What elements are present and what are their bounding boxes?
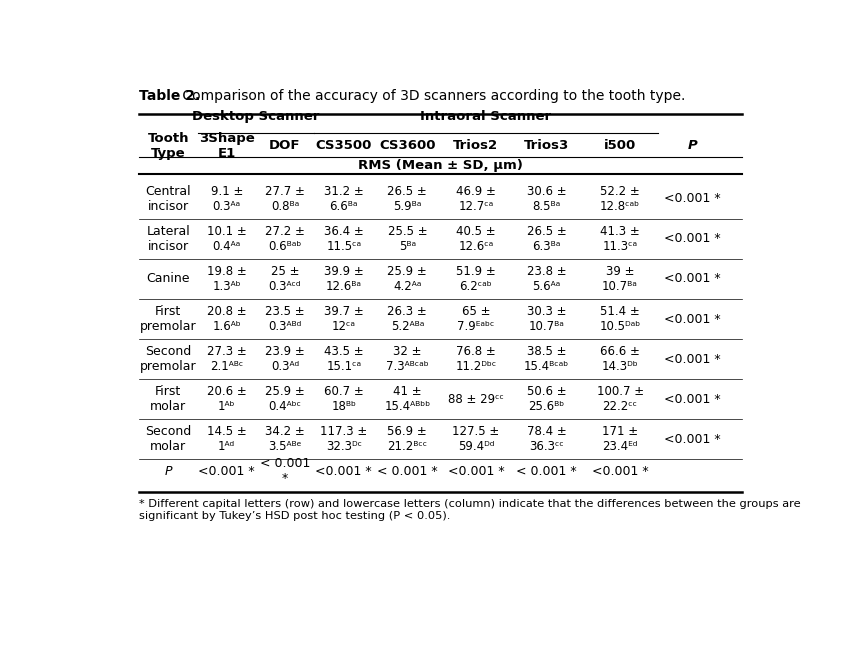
Text: CS3500: CS3500 [315,139,372,152]
Text: 23.8 ±
5.6ᴬᵃ: 23.8 ± 5.6ᴬᵃ [527,265,566,293]
Text: 40.5 ±
12.6ᶜᵃ: 40.5 ± 12.6ᶜᵃ [456,225,496,253]
Text: First
premolar: First premolar [140,305,196,333]
Text: 65 ±
7.9ᴱᵃᵇᶜ: 65 ± 7.9ᴱᵃᵇᶜ [457,305,495,333]
Text: Comparison of the accuracy of 3D scanners according to the tooth type.: Comparison of the accuracy of 3D scanner… [178,89,685,103]
Text: 100.7 ±
22.2ᶜᶜ: 100.7 ± 22.2ᶜᶜ [597,385,643,413]
Text: 39.9 ±
12.6ᴮᵃ: 39.9 ± 12.6ᴮᵃ [324,265,364,293]
Text: 34.2 ±
3.5ᴬᴮᵉ: 34.2 ± 3.5ᴬᴮᵉ [265,425,305,453]
Text: Trios2: Trios2 [453,139,498,152]
Text: < 0.001
*: < 0.001 * [260,457,310,485]
Text: 38.5 ±
15.4ᴮᶜᵃᵇ: 38.5 ± 15.4ᴮᶜᵃᵇ [524,345,569,373]
Text: <0.001 *: <0.001 * [198,465,255,478]
Text: <0.001 *: <0.001 * [664,272,721,286]
Text: <0.001 *: <0.001 * [592,465,649,478]
Text: 27.3 ±
2.1ᴬᴮᶜ: 27.3 ± 2.1ᴬᴮᶜ [207,345,246,373]
Text: 9.1 ±
0.3ᴬᵃ: 9.1 ± 0.3ᴬᵃ [211,185,243,213]
Text: 3Shape
E1: 3Shape E1 [199,132,255,160]
Text: <0.001 *: <0.001 * [448,465,504,478]
Text: 39 ±
10.7ᴮᵃ: 39 ± 10.7ᴮᵃ [602,265,638,293]
Text: First
molar: First molar [150,385,186,413]
Text: 25.5 ±
5ᴮᵃ: 25.5 ± 5ᴮᵃ [388,225,428,253]
Text: 26.5 ±
5.9ᴮᵃ: 26.5 ± 5.9ᴮᵃ [388,185,428,213]
Text: 51.4 ±
10.5ᴰᵃᵇ: 51.4 ± 10.5ᴰᵃᵇ [599,305,641,333]
Text: RMS (Mean ± SD, μm): RMS (Mean ± SD, μm) [358,159,523,172]
Text: 66.6 ±
14.3ᴰᵇ: 66.6 ± 14.3ᴰᵇ [600,345,640,373]
Text: <0.001 *: <0.001 * [664,233,721,245]
Text: DOF: DOF [269,139,301,152]
Text: 39.7 ±
12ᶜᵃ: 39.7 ± 12ᶜᵃ [324,305,364,333]
Text: 10.1 ±
0.4ᴬᵃ: 10.1 ± 0.4ᴬᵃ [207,225,246,253]
Text: <0.001 *: <0.001 * [664,433,721,446]
Text: 88 ± 29ᶜᶜ: 88 ± 29ᶜᶜ [448,392,504,406]
Text: 36.4 ±
11.5ᶜᵃ: 36.4 ± 11.5ᶜᵃ [324,225,364,253]
Text: 30.3 ±
10.7ᴮᵃ: 30.3 ± 10.7ᴮᵃ [527,305,566,333]
Text: * Different capital letters (row) and lowercase letters (column) indicate that t: * Different capital letters (row) and lo… [139,499,801,521]
Text: 41.3 ±
11.3ᶜᵃ: 41.3 ± 11.3ᶜᵃ [600,225,640,253]
Text: <0.001 *: <0.001 * [664,192,721,206]
Text: Table 2.: Table 2. [139,89,200,103]
Text: 26.5 ±
6.3ᴮᵃ: 26.5 ± 6.3ᴮᵃ [526,225,566,253]
Text: 56.9 ±
21.2ᴮᶜᶜ: 56.9 ± 21.2ᴮᶜᶜ [388,425,428,453]
Text: 127.5 ±
59.4ᴰᵈ: 127.5 ± 59.4ᴰᵈ [452,425,500,453]
Text: 27.2 ±
0.6ᴮᵃᵇ: 27.2 ± 0.6ᴮᵃᵇ [265,225,305,253]
Text: 171 ±
23.4ᴱᵈ: 171 ± 23.4ᴱᵈ [602,425,638,453]
Text: 20.6 ±
1ᴬᵇ: 20.6 ± 1ᴬᵇ [207,385,246,413]
Text: 27.7 ±
0.8ᴮᵃ: 27.7 ± 0.8ᴮᵃ [265,185,305,213]
Text: Second
premolar: Second premolar [140,345,196,373]
Text: 25.9 ±
0.4ᴬᵇᶜ: 25.9 ± 0.4ᴬᵇᶜ [265,385,305,413]
Text: 23.5 ±
0.3ᴬᴮᵈ: 23.5 ± 0.3ᴬᴮᵈ [265,305,304,333]
Text: 60.7 ±
18ᴮᵇ: 60.7 ± 18ᴮᵇ [324,385,364,413]
Text: <0.001 *: <0.001 * [664,312,721,326]
Text: Trios3: Trios3 [524,139,569,152]
Text: i500: i500 [604,139,636,152]
Text: 50.6 ±
25.6ᴮᵇ: 50.6 ± 25.6ᴮᵇ [527,385,566,413]
Text: 78.4 ±
36.3ᶜᶜ: 78.4 ± 36.3ᶜᶜ [526,425,566,453]
Text: Central
incisor: Central incisor [145,185,191,213]
Text: 30.6 ±
8.5ᴮᵃ: 30.6 ± 8.5ᴮᵃ [527,185,566,213]
Text: 25 ±
0.3ᴬᶜᵈ: 25 ± 0.3ᴬᶜᵈ [269,265,301,293]
Text: 14.5 ±
1ᴬᵈ: 14.5 ± 1ᴬᵈ [207,425,246,453]
Text: Desktop Scanner: Desktop Scanner [192,109,320,123]
Text: P: P [688,139,697,152]
Text: < 0.001 *: < 0.001 * [377,465,438,478]
Text: CS3600: CS3600 [379,139,435,152]
Text: 31.2 ±
6.6ᴮᵃ: 31.2 ± 6.6ᴮᵃ [324,185,364,213]
Text: 20.8 ±
1.6ᴬᵇ: 20.8 ± 1.6ᴬᵇ [207,305,246,333]
Text: 19.8 ±
1.3ᴬᵇ: 19.8 ± 1.3ᴬᵇ [207,265,246,293]
Text: 76.8 ±
11.2ᴰᵇᶜ: 76.8 ± 11.2ᴰᵇᶜ [456,345,496,373]
Text: Intraoral Scanner: Intraoral Scanner [421,109,552,123]
Text: Second
molar: Second molar [145,425,191,453]
Text: P: P [165,465,172,478]
Text: 41 ±
15.4ᴬᴮᵇᵇ: 41 ± 15.4ᴬᴮᵇᵇ [384,385,430,413]
Text: 26.3 ±
5.2ᴬᴮᵃ: 26.3 ± 5.2ᴬᴮᵃ [388,305,428,333]
Text: < 0.001 *: < 0.001 * [516,465,577,478]
Text: 117.3 ±
32.3ᴰᶜ: 117.3 ± 32.3ᴰᶜ [320,425,367,453]
Text: 46.9 ±
12.7ᶜᵃ: 46.9 ± 12.7ᶜᵃ [456,185,496,213]
Text: <0.001 *: <0.001 * [315,465,372,478]
Text: 51.9 ±
6.2ᶜᵃᵇ: 51.9 ± 6.2ᶜᵃᵇ [456,265,496,293]
Text: <0.001 *: <0.001 * [664,353,721,365]
Text: <0.001 *: <0.001 * [664,392,721,406]
Text: Tooth
Type: Tooth Type [148,132,189,160]
Text: 25.9 ±
4.2ᴬᵃ: 25.9 ± 4.2ᴬᵃ [388,265,428,293]
Text: 43.5 ±
15.1ᶜᵃ: 43.5 ± 15.1ᶜᵃ [324,345,364,373]
Text: 52.2 ±
12.8ᶜᵃᵇ: 52.2 ± 12.8ᶜᵃᵇ [600,185,640,213]
Text: 23.9 ±
0.3ᴬᵈ: 23.9 ± 0.3ᴬᵈ [265,345,305,373]
Text: 32 ±
7.3ᴬᴮᶜᵃᵇ: 32 ± 7.3ᴬᴮᶜᵃᵇ [386,345,428,373]
Text: Lateral
incisor: Lateral incisor [146,225,190,253]
Text: Canine: Canine [146,272,190,286]
